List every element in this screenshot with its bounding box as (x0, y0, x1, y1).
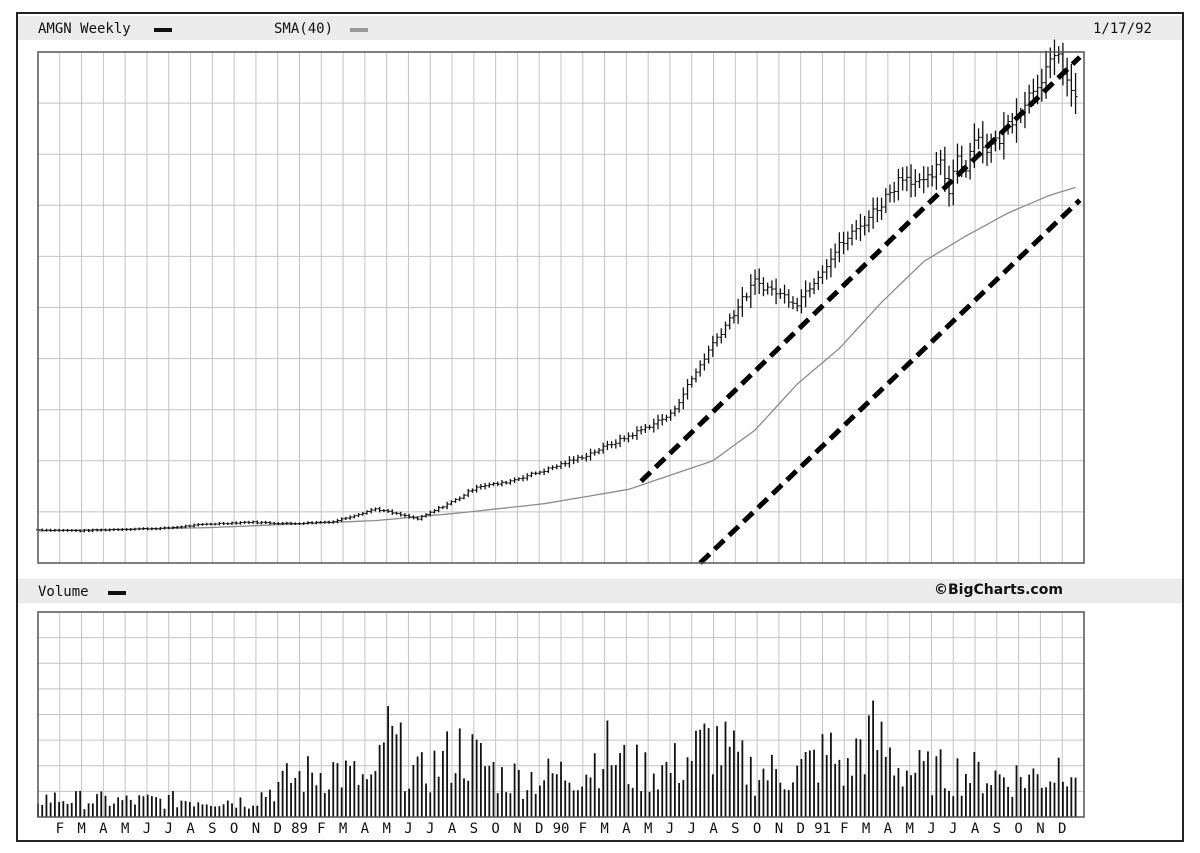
x-tick-label: A (361, 821, 370, 837)
x-tick-label: N (252, 821, 260, 837)
x-tick-label: J (426, 821, 434, 837)
x-tick-label: J (688, 821, 696, 837)
x-tick-label: A (884, 821, 893, 837)
x-tick-label: M (905, 821, 913, 837)
x-tick-label: O (1014, 821, 1022, 837)
x-tick-label: O (491, 821, 499, 837)
x-tick-label: J (666, 821, 674, 837)
x-tick-label: A (622, 821, 631, 837)
x-tick-label: A (186, 821, 195, 837)
volume-bars (37, 700, 1077, 817)
x-tick-label: F (317, 821, 325, 837)
sma-label: SMA(40) (274, 21, 334, 37)
sma-legend-swatch (350, 28, 368, 32)
x-tick-label: M (382, 821, 390, 837)
sma-line (37, 186, 1076, 532)
x-tick-label: D (273, 821, 281, 837)
x-axis-ticks: F M A M J J A S O N D 89 F M A M J J A S O N D 90 F M A M J J A S O N D 91 F… (56, 821, 1067, 837)
x-tick-label: N (775, 821, 783, 837)
channel-lines (639, 55, 1082, 565)
x-tick-label: J (165, 821, 173, 837)
x-tick-label: A (971, 821, 980, 837)
x-tick-label: F (840, 821, 848, 837)
volume-header: Volume ©BigCharts.com (18, 579, 1182, 603)
x-tick-label: M (77, 821, 85, 837)
x-tick-label: D (796, 821, 804, 837)
sma-layer (37, 186, 1076, 532)
price-bars (36, 39, 1078, 533)
volume-legend-swatch (108, 591, 126, 595)
chart-date: 1/17/92 (1092, 21, 1152, 37)
x-tick-label: J (143, 821, 151, 837)
x-tick-label: J (404, 821, 412, 837)
x-tick-label: M (600, 821, 608, 837)
x-tick-label: O (230, 821, 238, 837)
chart-header: AMGN Weekly SMA(40) 1/17/92 (18, 16, 1182, 40)
x-tick-label: M (862, 821, 870, 837)
x-tick-label: J (949, 821, 957, 837)
x-tick-label: A (709, 821, 718, 837)
x-tick-label: S (993, 821, 1001, 837)
x-tick-label: 89 (291, 821, 308, 837)
x-tick-label: N (1036, 821, 1044, 837)
x-tick-label: S (470, 821, 478, 837)
x-tick-label: O (753, 821, 761, 837)
x-tick-label: M (121, 821, 129, 837)
x-tick-label: M (644, 821, 652, 837)
volume-plot-border (37, 611, 1085, 818)
x-tick-label: M (339, 821, 347, 837)
volume-label: Volume (38, 584, 89, 600)
price-plot-border (37, 51, 1085, 564)
x-tick-label: 91 (814, 821, 831, 837)
x-tick-label: A (99, 821, 108, 837)
credit-label: ©BigCharts.com (934, 582, 1063, 598)
lower-channel-line (698, 198, 1082, 565)
x-tick-label: J (927, 821, 935, 837)
symbol-label: AMGN Weekly (38, 21, 131, 37)
price-grid (37, 52, 1085, 563)
x-tick-label: S (208, 821, 216, 837)
chart-frame (16, 12, 1184, 842)
x-tick-label: F (56, 821, 64, 837)
x-tick-label: 90 (553, 821, 570, 837)
x-tick-label: A (448, 821, 457, 837)
x-tick-label: D (1058, 821, 1066, 837)
x-tick-label: S (731, 821, 739, 837)
price-legend-swatch (154, 28, 172, 32)
x-tick-label: F (579, 821, 587, 837)
x-tick-label: N (513, 821, 521, 837)
upper-channel-line (639, 55, 1082, 484)
x-tick-label: D (535, 821, 543, 837)
